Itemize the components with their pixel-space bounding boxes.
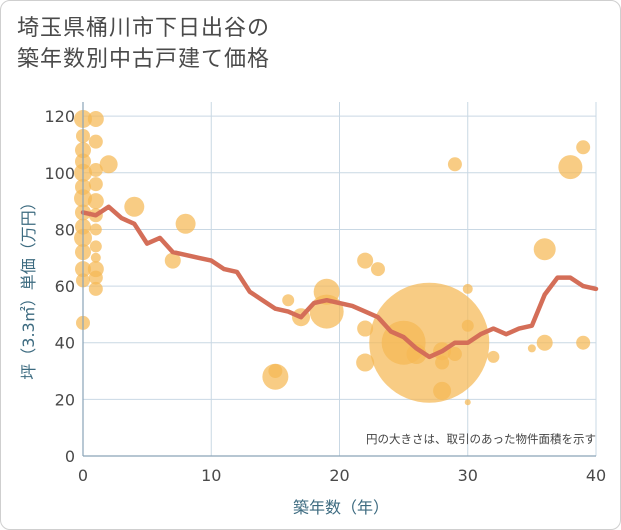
tick-labels: 0 10 20 30 40 0 20 40 60 80 100 120 [44, 107, 606, 485]
size-note: 円の大きさは、取引のあった物件面積を示す [366, 432, 596, 446]
bubble-point [487, 350, 500, 363]
y-tick-label: 80 [55, 220, 75, 239]
title-line-1: 埼玉県桶川市下日出谷の [17, 16, 271, 41]
bubble-point [356, 353, 375, 372]
bubble-point [433, 381, 452, 400]
bubble-point [88, 134, 103, 149]
chart-title: 埼玉県桶川市下日出谷の 築年数別中古戸建て価格 [17, 13, 270, 75]
bubble-point [447, 347, 462, 362]
bubble-point [462, 283, 473, 294]
bubble-point [87, 193, 104, 210]
bubble-point [175, 213, 196, 234]
bubble-point [435, 355, 450, 370]
y-tick-label: 60 [55, 277, 75, 296]
bubble-point [87, 110, 104, 127]
bubble-point [90, 252, 101, 263]
bubble-point [282, 294, 295, 307]
bubble-point [536, 334, 553, 351]
bubble-point [370, 262, 385, 277]
bubble-point [88, 270, 103, 285]
bubble-point [447, 157, 462, 172]
bubble-point [576, 140, 591, 155]
bubble-point [464, 399, 471, 406]
grid-lines [83, 102, 597, 456]
bubble-point [89, 240, 102, 253]
x-tick-label: 10 [201, 466, 221, 485]
average-price-line [80, 204, 599, 360]
bubble-point [89, 223, 102, 236]
bubble-layer [74, 109, 591, 406]
bubble-point [369, 282, 490, 403]
y-axis-label: 坪（3.3㎡）単価（万円） [19, 194, 38, 379]
bubble-point [164, 252, 181, 269]
x-tick-label: 30 [458, 466, 478, 485]
x-tick-label: 20 [329, 466, 349, 485]
title-line-2: 築年数別中古戸建て価格 [17, 47, 271, 72]
y-tick-label: 120 [44, 107, 75, 126]
y-tick-label: 0 [65, 447, 75, 466]
bubble-point [576, 335, 591, 350]
bubble-point [357, 252, 374, 269]
bubble-point [533, 238, 556, 261]
bubble-point [88, 162, 103, 177]
bubble-point [99, 155, 118, 174]
bubble-point [88, 177, 103, 192]
y-tick-label: 40 [55, 334, 75, 353]
bubble-point [262, 363, 289, 390]
average-line-layer [80, 204, 599, 360]
y-tick-label: 100 [44, 164, 75, 183]
bubble-point [527, 344, 536, 353]
bubble-point [461, 319, 474, 332]
x-tick-label: 0 [78, 466, 88, 485]
axes [82, 102, 596, 457]
y-tick-label: 20 [55, 390, 75, 409]
x-tick-label: 40 [586, 466, 606, 485]
x-axis-label: 築年数（年） [293, 498, 389, 517]
bubble-point [124, 196, 145, 217]
bubble-point [88, 281, 103, 296]
bubble-point [558, 155, 583, 180]
bubble-point [357, 320, 374, 337]
